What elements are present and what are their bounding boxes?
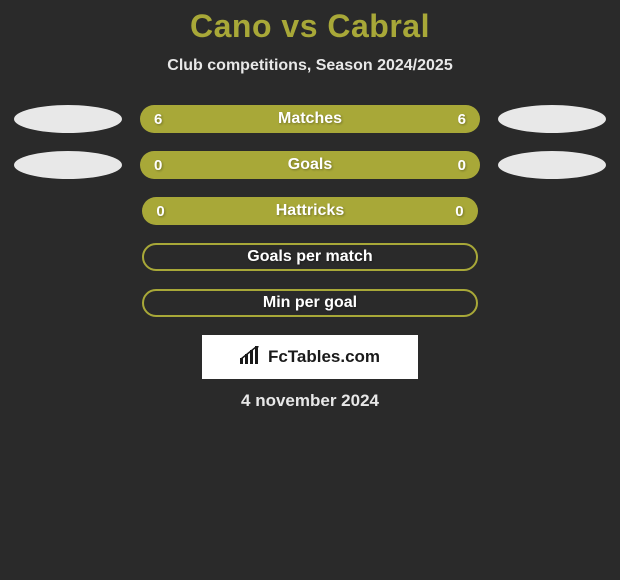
stat-right-value: 0 <box>458 157 466 174</box>
page-title: Cano vs Cabral <box>0 8 620 45</box>
stat-bar: Goals per match <box>142 243 477 271</box>
logo-chart-icon <box>240 346 262 369</box>
stat-row: Goals per match <box>0 243 620 271</box>
left-ellipse <box>14 105 122 133</box>
stat-label: Goals <box>288 156 332 174</box>
left-ellipse <box>14 151 122 179</box>
right-ellipse <box>498 105 606 133</box>
stat-left-value: 6 <box>154 111 162 128</box>
page-subtitle: Club competitions, Season 2024/2025 <box>0 57 620 75</box>
stat-bar: 0 Hattricks 0 <box>142 197 477 225</box>
stat-right-value: 0 <box>455 203 463 220</box>
stat-row: 0 Hattricks 0 <box>0 197 620 225</box>
stat-row: Min per goal <box>0 289 620 317</box>
stat-bar: 0 Goals 0 <box>140 151 480 179</box>
stats-section: 6 Matches 6 0 Goals 0 0 Hattricks 0 Goals per mat… <box>0 105 620 317</box>
stat-bar: 6 Matches 6 <box>140 105 480 133</box>
stat-label: Matches <box>278 110 342 128</box>
stat-left-value: 0 <box>156 203 164 220</box>
date-text: 4 november 2024 <box>0 391 620 411</box>
stat-label: Goals per match <box>247 248 372 266</box>
comparison-container: Cano vs Cabral Club competitions, Season… <box>0 0 620 411</box>
stat-bar: Min per goal <box>142 289 477 317</box>
logo-text: FcTables.com <box>268 347 380 367</box>
stat-label: Hattricks <box>276 202 344 220</box>
logo-box: FcTables.com <box>202 335 418 379</box>
stat-row: 6 Matches 6 <box>0 105 620 133</box>
stat-right-value: 6 <box>458 111 466 128</box>
right-ellipse <box>498 151 606 179</box>
stat-row: 0 Goals 0 <box>0 151 620 179</box>
stat-label: Min per goal <box>263 294 357 312</box>
stat-left-value: 0 <box>154 157 162 174</box>
